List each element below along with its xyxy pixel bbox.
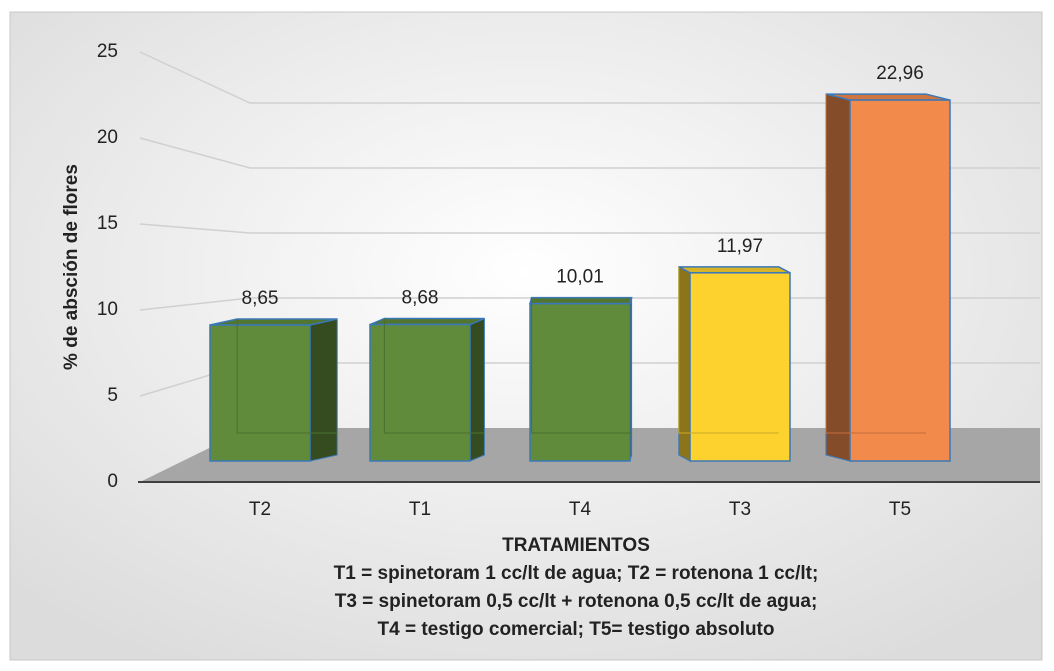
bar-front xyxy=(209,324,311,462)
data-label: 22,96 xyxy=(876,63,924,84)
bar-front xyxy=(689,272,791,462)
bar xyxy=(678,265,791,462)
x-tick-label: T3 xyxy=(729,499,751,520)
note: T4 = testigo comercial; T5= testigo abso… xyxy=(378,619,775,640)
data-label: 10,01 xyxy=(556,267,604,288)
bar-edge xyxy=(678,266,779,434)
note: T1 = spinetoram 1 cc/lt de agua; T2 = ro… xyxy=(334,563,819,584)
grid-line xyxy=(139,137,1040,169)
bar-edge xyxy=(825,94,926,434)
bar-top xyxy=(369,317,485,326)
bar xyxy=(825,93,951,462)
bar-top xyxy=(529,296,633,305)
grid-line xyxy=(139,223,1040,234)
bar-side xyxy=(309,318,338,462)
data-label: 11,97 xyxy=(717,236,763,257)
x-tick-label: T5 xyxy=(889,499,911,520)
x-tick-label: T2 xyxy=(249,499,271,520)
bar-top xyxy=(825,93,951,101)
data-label: 8,68 xyxy=(402,288,439,309)
note: T3 = spinetoram 0,5 cc/lt + rotenona 0,5… xyxy=(335,591,818,612)
bar-front xyxy=(529,302,631,462)
bar-side xyxy=(678,265,691,462)
bar-top xyxy=(678,266,791,274)
bar-front xyxy=(849,99,951,462)
data-label: 8,65 xyxy=(242,288,279,309)
y-tick-label: 5 xyxy=(107,385,118,406)
y-tick-label: 15 xyxy=(97,213,118,234)
x-tick-label: T1 xyxy=(409,499,431,520)
bar xyxy=(529,296,633,462)
x-axis-title: TRATAMIENTOS xyxy=(502,535,650,556)
y-tick-label: 25 xyxy=(97,41,118,62)
bar-side xyxy=(825,93,851,462)
bar-side xyxy=(469,317,485,462)
y-tick-label: 10 xyxy=(97,299,118,320)
y-tick-label: 20 xyxy=(97,127,118,148)
bar-front xyxy=(369,323,471,462)
grid-line xyxy=(139,51,1040,104)
bar xyxy=(209,318,338,462)
x-tick-label: T4 xyxy=(569,499,592,520)
bar-edge xyxy=(383,318,485,434)
bar xyxy=(369,317,485,462)
y-tick-label: 0 xyxy=(107,471,118,492)
bar-edge xyxy=(531,297,632,434)
bar-edge xyxy=(236,319,338,434)
y-axis-title: % de absción de flores xyxy=(61,164,82,370)
